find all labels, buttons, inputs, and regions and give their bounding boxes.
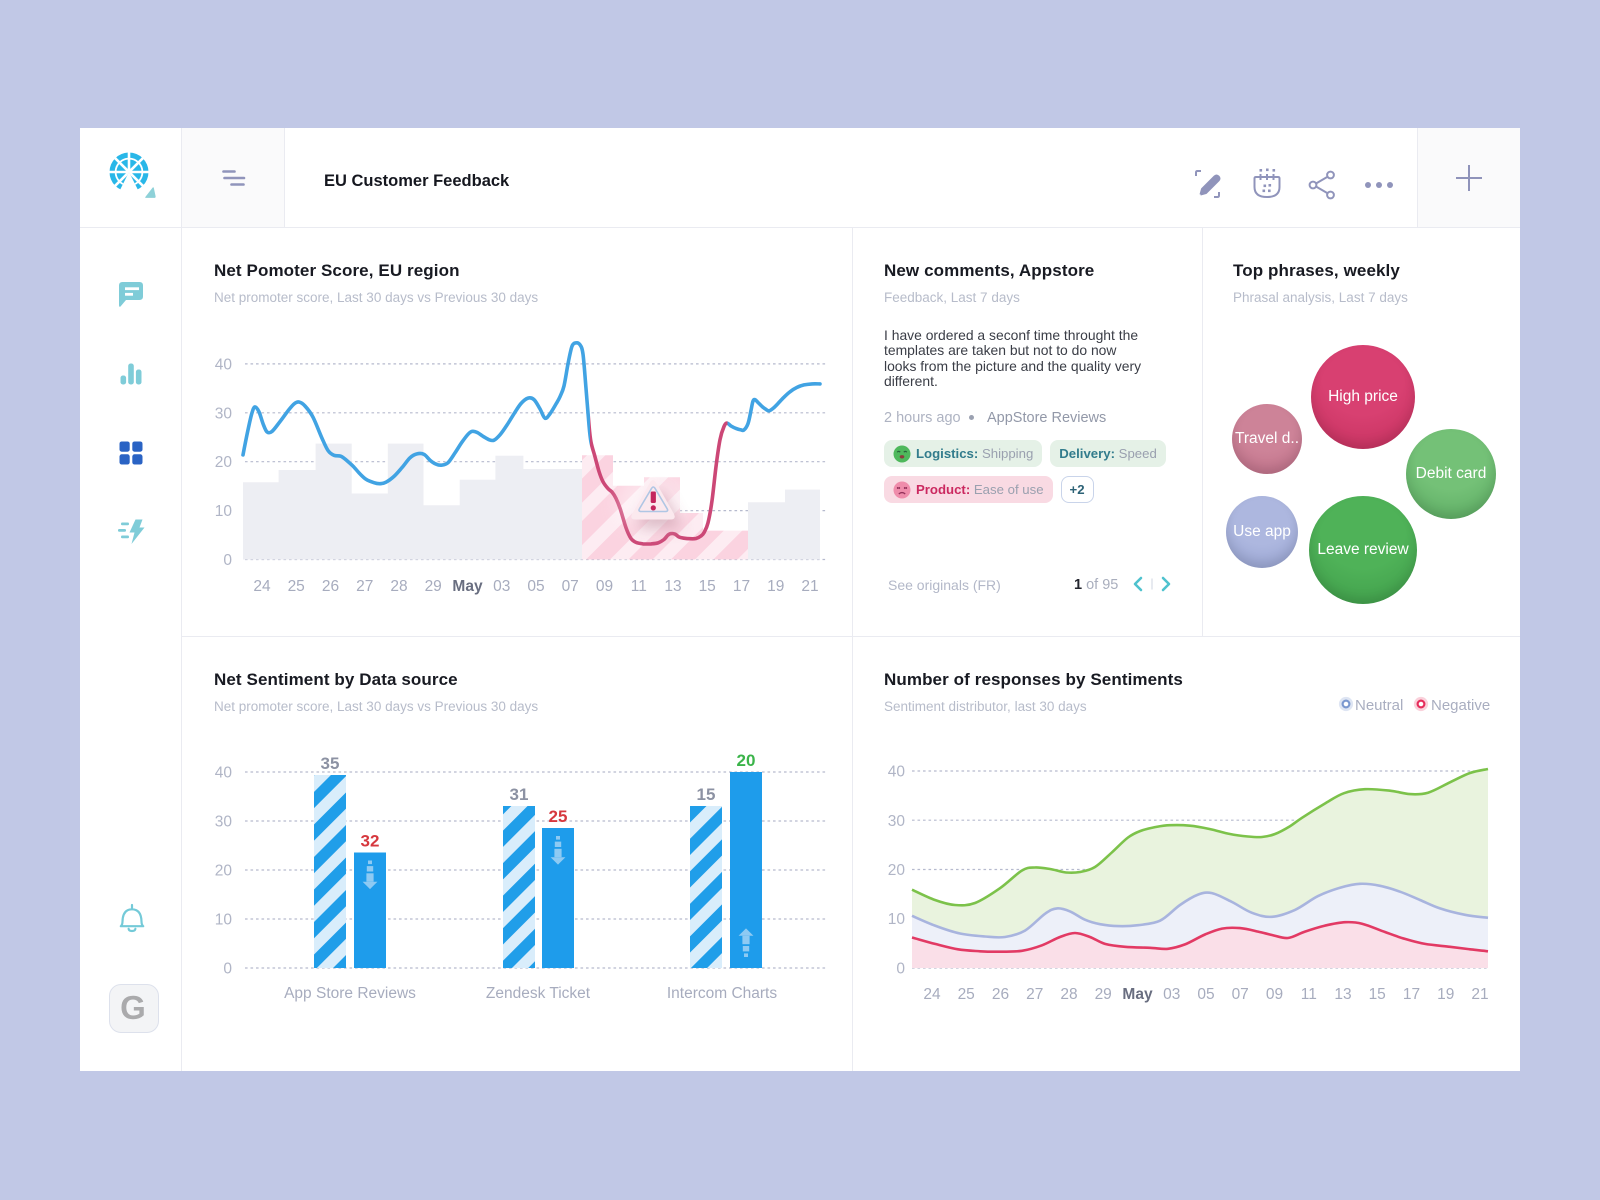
svg-text:May: May [1122,986,1153,1003]
svg-text:0: 0 [223,961,232,978]
svg-text:27: 27 [356,578,373,595]
svg-text:13: 13 [1334,986,1351,1003]
svg-text:0: 0 [223,552,232,569]
svg-text:15: 15 [699,578,716,595]
svg-text:20: 20 [215,863,233,880]
svg-text:28: 28 [390,578,407,595]
svg-text:15: 15 [1369,986,1386,1003]
svg-text:20: 20 [215,454,233,471]
svg-text:25: 25 [549,807,568,826]
svg-text:09: 09 [1266,986,1283,1003]
svg-text:Intercom Charts: Intercom Charts [667,985,778,1002]
svg-text:20: 20 [737,751,756,770]
svg-text:15: 15 [697,785,716,804]
svg-text:0: 0 [896,961,905,978]
svg-text:40: 40 [888,764,906,781]
svg-text:07: 07 [562,578,579,595]
svg-text:17: 17 [733,578,750,595]
svg-text:30: 30 [215,814,233,831]
svg-text:29: 29 [425,578,442,595]
svg-text:05: 05 [1197,986,1214,1003]
svg-text:21: 21 [1471,986,1488,1003]
svg-text:24: 24 [253,578,271,595]
svg-text:19: 19 [1437,986,1454,1003]
svg-text:25: 25 [288,578,305,595]
svg-text:27: 27 [1026,986,1043,1003]
svg-text:13: 13 [664,578,681,595]
svg-text:32: 32 [361,832,380,851]
svg-text:40: 40 [215,356,233,373]
svg-text:29: 29 [1095,986,1112,1003]
svg-text:03: 03 [493,578,510,595]
svg-text:24: 24 [923,986,941,1003]
svg-text:26: 26 [992,986,1009,1003]
svg-text:17: 17 [1403,986,1420,1003]
svg-text:Zendesk Ticket: Zendesk Ticket [486,985,591,1002]
svg-text:21: 21 [801,578,818,595]
svg-text:40: 40 [215,765,233,782]
svg-text:10: 10 [215,912,233,929]
svg-text:25: 25 [958,986,975,1003]
svg-text:31: 31 [510,785,529,804]
svg-text:20: 20 [888,862,906,879]
svg-text:05: 05 [527,578,544,595]
svg-text:10: 10 [888,911,906,928]
svg-text:10: 10 [215,503,233,520]
svg-text:30: 30 [888,813,906,830]
svg-text:May: May [452,578,483,595]
svg-text:11: 11 [631,578,647,595]
svg-text:26: 26 [322,578,339,595]
svg-text:11: 11 [1301,986,1317,1003]
svg-text:07: 07 [1232,986,1249,1003]
svg-text:30: 30 [215,405,233,422]
svg-text:28: 28 [1060,986,1077,1003]
svg-text:App Store Reviews: App Store Reviews [284,985,416,1002]
svg-text:35: 35 [321,754,340,773]
svg-text:19: 19 [767,578,784,595]
svg-text:03: 03 [1163,986,1180,1003]
svg-text:09: 09 [596,578,613,595]
